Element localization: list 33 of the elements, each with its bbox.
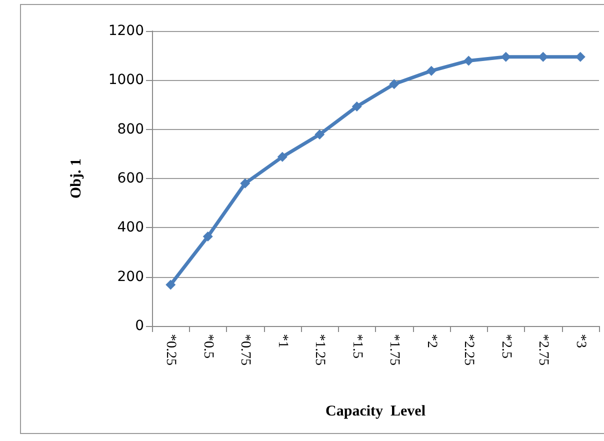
point <box>389 79 400 90</box>
x-tick-label: *2.5 <box>498 334 514 358</box>
point <box>575 52 586 62</box>
point <box>314 129 325 140</box>
x-tick-label: *2.75 <box>536 334 551 366</box>
y-tick-label: 800 <box>117 121 144 138</box>
y-tick-label: 600 <box>117 170 144 186</box>
x-tick-label: *0.25 <box>163 334 178 366</box>
y-tick-label: 1200 <box>108 23 144 39</box>
x-tick-label: *1.5 <box>349 334 364 358</box>
y-axis-title: Obj. 1 <box>68 158 84 199</box>
point <box>538 52 548 62</box>
x-axis-title: Capacity Level <box>326 404 426 420</box>
point <box>500 52 511 62</box>
y-tick-label: 400 <box>117 220 144 236</box>
x-tick-label: *2.25 <box>461 334 476 366</box>
x-tick-label: *1.25 <box>312 334 328 366</box>
x-tick-label: *0.75 <box>238 334 253 366</box>
point <box>202 232 213 242</box>
point <box>166 280 176 290</box>
point <box>277 152 288 162</box>
point <box>464 56 474 66</box>
x-tick-label: *0.5 <box>200 334 216 358</box>
y-tick-label: 1000 <box>108 72 144 88</box>
x-tick-label: *1 <box>274 334 290 348</box>
x-tick-label: *2 <box>424 334 439 348</box>
point <box>426 66 436 76</box>
x-tick-label: *1.75 <box>386 334 402 366</box>
x-tick-label: *3 <box>572 334 588 348</box>
point <box>352 101 362 112</box>
y-tick-label: 200 <box>117 268 144 285</box>
point <box>240 178 250 188</box>
y-tick-label: 0 <box>135 318 144 334</box>
